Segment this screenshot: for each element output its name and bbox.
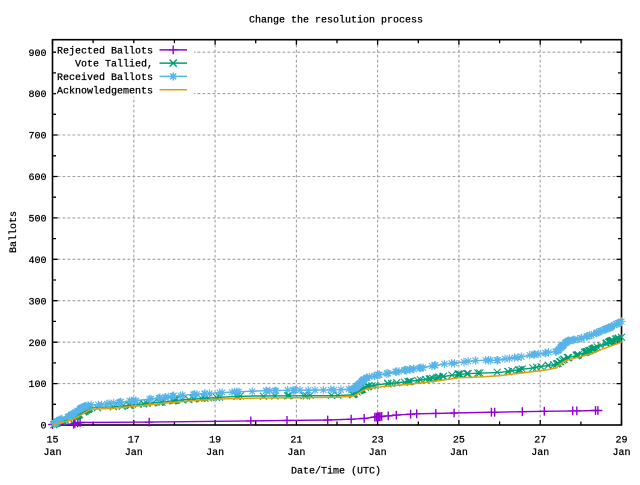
- svg-text:29: 29: [615, 436, 627, 447]
- svg-text:Jan: Jan: [125, 448, 143, 459]
- svg-text:600: 600: [28, 173, 46, 184]
- svg-text:400: 400: [28, 256, 46, 267]
- svg-text:Jan: Jan: [450, 448, 468, 459]
- svg-text:0: 0: [40, 422, 46, 433]
- svg-text:500: 500: [28, 215, 46, 226]
- svg-text:200: 200: [28, 339, 46, 350]
- svg-text:25: 25: [453, 436, 465, 447]
- svg-text:Jan: Jan: [43, 448, 61, 459]
- svg-text:300: 300: [28, 297, 46, 308]
- svg-text:17: 17: [128, 436, 140, 447]
- svg-text:21: 21: [290, 436, 302, 447]
- svg-text:Rejected Ballots: Rejected Ballots: [57, 46, 153, 58]
- svg-text:100: 100: [28, 380, 46, 391]
- svg-text:700: 700: [28, 132, 46, 143]
- svg-text:800: 800: [28, 90, 46, 101]
- svg-text:Vote Tallied,: Vote Tallied,: [75, 59, 153, 71]
- svg-text:Received Ballots: Received Ballots: [57, 72, 153, 84]
- svg-text:19: 19: [209, 436, 221, 447]
- svg-text:Jan: Jan: [531, 448, 549, 459]
- svg-text:Jan: Jan: [369, 448, 387, 459]
- svg-text:27: 27: [534, 436, 546, 447]
- svg-text:900: 900: [28, 49, 46, 60]
- svg-text:Change the resolution process: Change the resolution process: [249, 15, 423, 27]
- svg-text:23: 23: [372, 436, 384, 447]
- svg-text:Ballots: Ballots: [8, 211, 20, 253]
- svg-text:Jan: Jan: [612, 448, 630, 459]
- svg-text:Jan: Jan: [206, 448, 224, 459]
- svg-text:15: 15: [46, 436, 58, 447]
- svg-text:Date/Time (UTC): Date/Time (UTC): [291, 466, 381, 478]
- svg-text:Jan: Jan: [287, 448, 305, 459]
- svg-text:Acknowledgements: Acknowledgements: [57, 85, 153, 97]
